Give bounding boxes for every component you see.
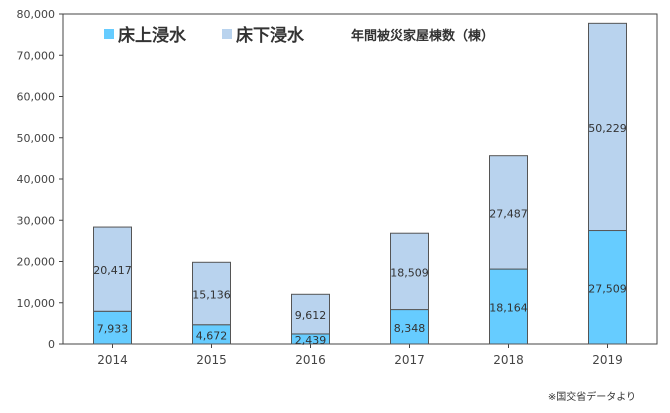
x-tick-label: 2017	[394, 353, 425, 367]
bar-floor-below-2014	[93, 226, 132, 312]
bar-floor-below-2017	[390, 232, 429, 311]
y-tick-label: 20,000	[17, 256, 56, 269]
bar-floor-above-2019	[588, 230, 627, 345]
legend: 床上浸水 床下浸水	[78, 20, 326, 48]
plot-area	[62, 13, 658, 345]
data-label: 27,487	[489, 207, 528, 220]
y-tick-label: 30,000	[17, 214, 56, 227]
y-tick-label: 70,000	[17, 49, 56, 62]
legend-box	[78, 20, 326, 48]
data-label: 9,612	[295, 309, 327, 322]
bar-floor-below-2018	[489, 155, 528, 270]
data-label: 2,439	[295, 334, 327, 347]
y-tick-label: 0	[48, 338, 55, 351]
y-tick-label: 40,000	[17, 173, 56, 186]
bar-floor-below-2019	[588, 22, 627, 232]
data-label: 15,136	[192, 289, 231, 302]
bar-floor-below-2016	[291, 293, 330, 335]
legend-swatch-floor-above	[104, 29, 114, 39]
legend-label-floor-below: 床下浸水	[236, 25, 305, 46]
data-label: 50,229	[588, 122, 627, 135]
y-axis: 0 10,000 20,000 30,000 40,000 50,000 60,000 70,…	[17, 8, 63, 351]
chart-title: 年間被災家屋棟数（棟）	[351, 28, 494, 44]
x-axis: 2014 2015 2016 2017 2018 2019	[97, 344, 623, 367]
legend-swatch-floor-below	[222, 29, 232, 39]
x-tick-label: 2015	[196, 353, 227, 367]
bars: 7,933 20,417 4,672 15,136 2,439 9,612 8,348 18,…	[93, 22, 627, 347]
data-label: 18,164	[489, 302, 528, 315]
bar-floor-above-2014	[93, 310, 132, 345]
data-label: 27,509	[588, 282, 627, 295]
y-tick-label: 60,000	[17, 91, 56, 104]
x-tick-label: 2018	[493, 353, 524, 367]
bar-floor-above-2018	[489, 268, 528, 345]
y-tick-label: 50,000	[17, 132, 56, 145]
y-tick-label: 80,000	[17, 8, 56, 21]
data-label: 18,509	[390, 266, 429, 279]
legend-label-floor-above: 床上浸水	[118, 25, 187, 46]
data-label: 8,348	[394, 322, 426, 335]
bar-floor-below-2015	[192, 261, 231, 326]
source-note: ※国交省データより	[547, 392, 636, 403]
bar-floor-above-2017	[390, 309, 429, 345]
x-tick-label: 2019	[592, 353, 623, 367]
x-tick-label: 2016	[295, 353, 326, 367]
data-label: 20,417	[93, 264, 132, 277]
data-label: 7,933	[97, 323, 129, 336]
data-label: 4,672	[196, 329, 228, 342]
y-tick-label: 10,000	[17, 297, 56, 310]
x-tick-label: 2014	[97, 353, 128, 367]
